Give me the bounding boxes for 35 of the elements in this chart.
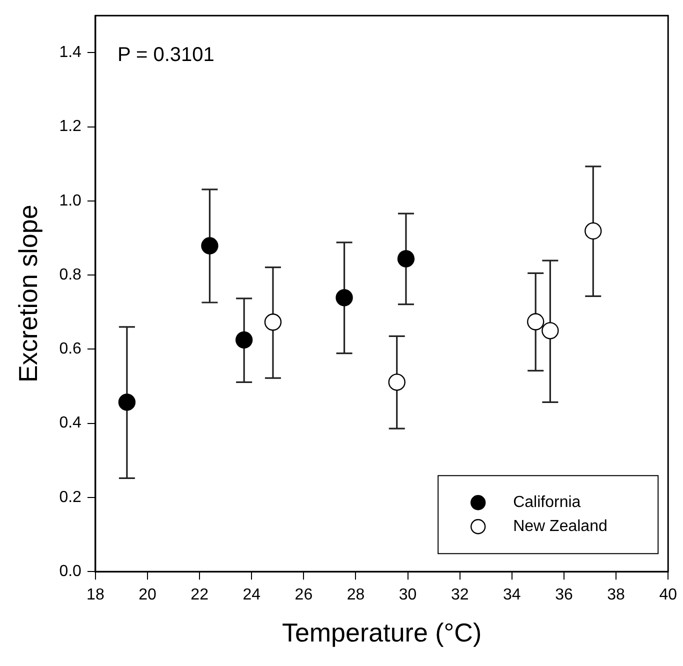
point — [201, 237, 218, 254]
x-axis-title: Temperature (°C) — [282, 618, 482, 648]
annotation: P = 0.3101 — [117, 44, 214, 66]
x-tick-label: 30 — [398, 586, 417, 604]
x-tick-label: 22 — [190, 586, 209, 604]
x-tick-label: 18 — [86, 586, 104, 604]
x-tick-label: 24 — [242, 586, 261, 604]
point — [542, 322, 559, 340]
y-tick-label: 1.0 — [59, 192, 82, 210]
legend-label: New Zealand — [513, 518, 608, 536]
point — [118, 394, 136, 411]
y-tick-label: 0.6 — [59, 340, 82, 358]
y-tick-label: 1.4 — [59, 44, 82, 62]
y-tick-label: 0.8 — [59, 266, 82, 284]
point — [336, 289, 353, 306]
point — [235, 331, 253, 349]
x-tick-label: 28 — [346, 586, 365, 604]
x-tick-label: 34 — [503, 586, 521, 604]
legend-label: California — [513, 494, 581, 512]
y-tick-label: 0.2 — [59, 488, 82, 506]
x-tick-label: 26 — [294, 586, 313, 604]
x-tick-label: 32 — [450, 586, 469, 604]
y-tick-label: 0.4 — [59, 414, 82, 432]
x-tick-label: 40 — [659, 586, 678, 604]
point — [388, 374, 406, 391]
point — [584, 222, 602, 240]
point — [264, 314, 282, 331]
point — [527, 313, 544, 330]
y-tick-label: 1.2 — [59, 118, 82, 136]
y-tick-label: 0.0 — [59, 563, 82, 580]
x-tick-label: 38 — [607, 586, 626, 604]
x-tick-label: 20 — [138, 586, 156, 604]
y-axis-title: Excretion slope — [12, 204, 43, 382]
point — [397, 250, 415, 268]
x-tick-label: 36 — [555, 586, 573, 604]
